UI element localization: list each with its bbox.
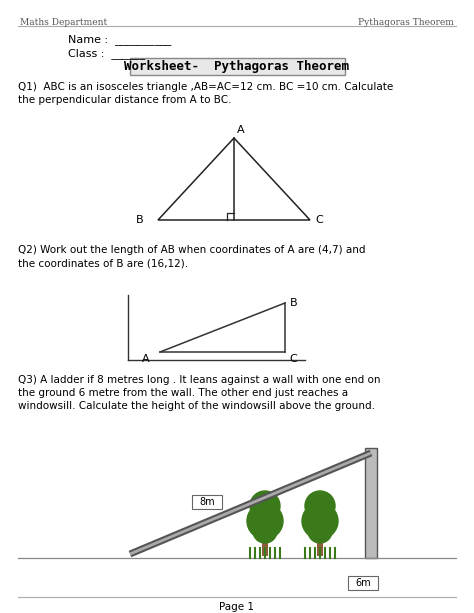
Text: Q3) A ladder if 8 metres long . It leans against a wall with one end on: Q3) A ladder if 8 metres long . It leans… [18,375,381,385]
Text: C: C [289,354,297,364]
Bar [317,536,323,556]
Circle shape [247,503,283,539]
Bar [192,495,222,509]
Text: Name :  __________: Name : __________ [68,34,172,45]
Text: B: B [137,215,144,225]
Text: 6m: 6m [355,578,371,588]
Text: 8m: 8m [199,497,215,507]
Text: B: B [290,298,298,308]
Text: Maths Department: Maths Department [20,18,107,27]
Bar [262,536,268,556]
Text: the ground 6 metre from the wall. The other end just reaches a: the ground 6 metre from the wall. The ot… [18,388,348,398]
Bar [348,576,378,590]
Text: the coordinates of B are (16,12).: the coordinates of B are (16,12). [18,258,188,268]
Text: Worksheet-  Pythagoras Theorem: Worksheet- Pythagoras Theorem [125,60,349,73]
Circle shape [308,519,332,543]
Circle shape [302,503,338,539]
Bar [365,448,377,558]
Text: A: A [237,125,245,135]
Text: C: C [315,215,323,225]
Text: Pythagoras Theorem: Pythagoras Theorem [358,18,454,27]
Text: Q1)  ABC is an isosceles triangle ,AB=AC=12 cm. BC =10 cm. Calculate: Q1) ABC is an isosceles triangle ,AB=AC=… [18,82,393,92]
Text: the perpendicular distance from A to BC.: the perpendicular distance from A to BC. [18,95,231,105]
Bar [130,58,345,75]
Text: A: A [142,354,150,364]
Text: Page 1: Page 1 [219,602,255,612]
Circle shape [305,491,335,521]
Text: windowsill. Calculate the height of the windowsill above the ground.: windowsill. Calculate the height of the … [18,401,375,411]
Circle shape [250,491,280,521]
Circle shape [253,519,277,543]
Text: Class :  ______: Class : ______ [68,48,145,59]
Text: Q2) Work out the length of AB when coordinates of A are (4,7) and: Q2) Work out the length of AB when coord… [18,245,365,255]
